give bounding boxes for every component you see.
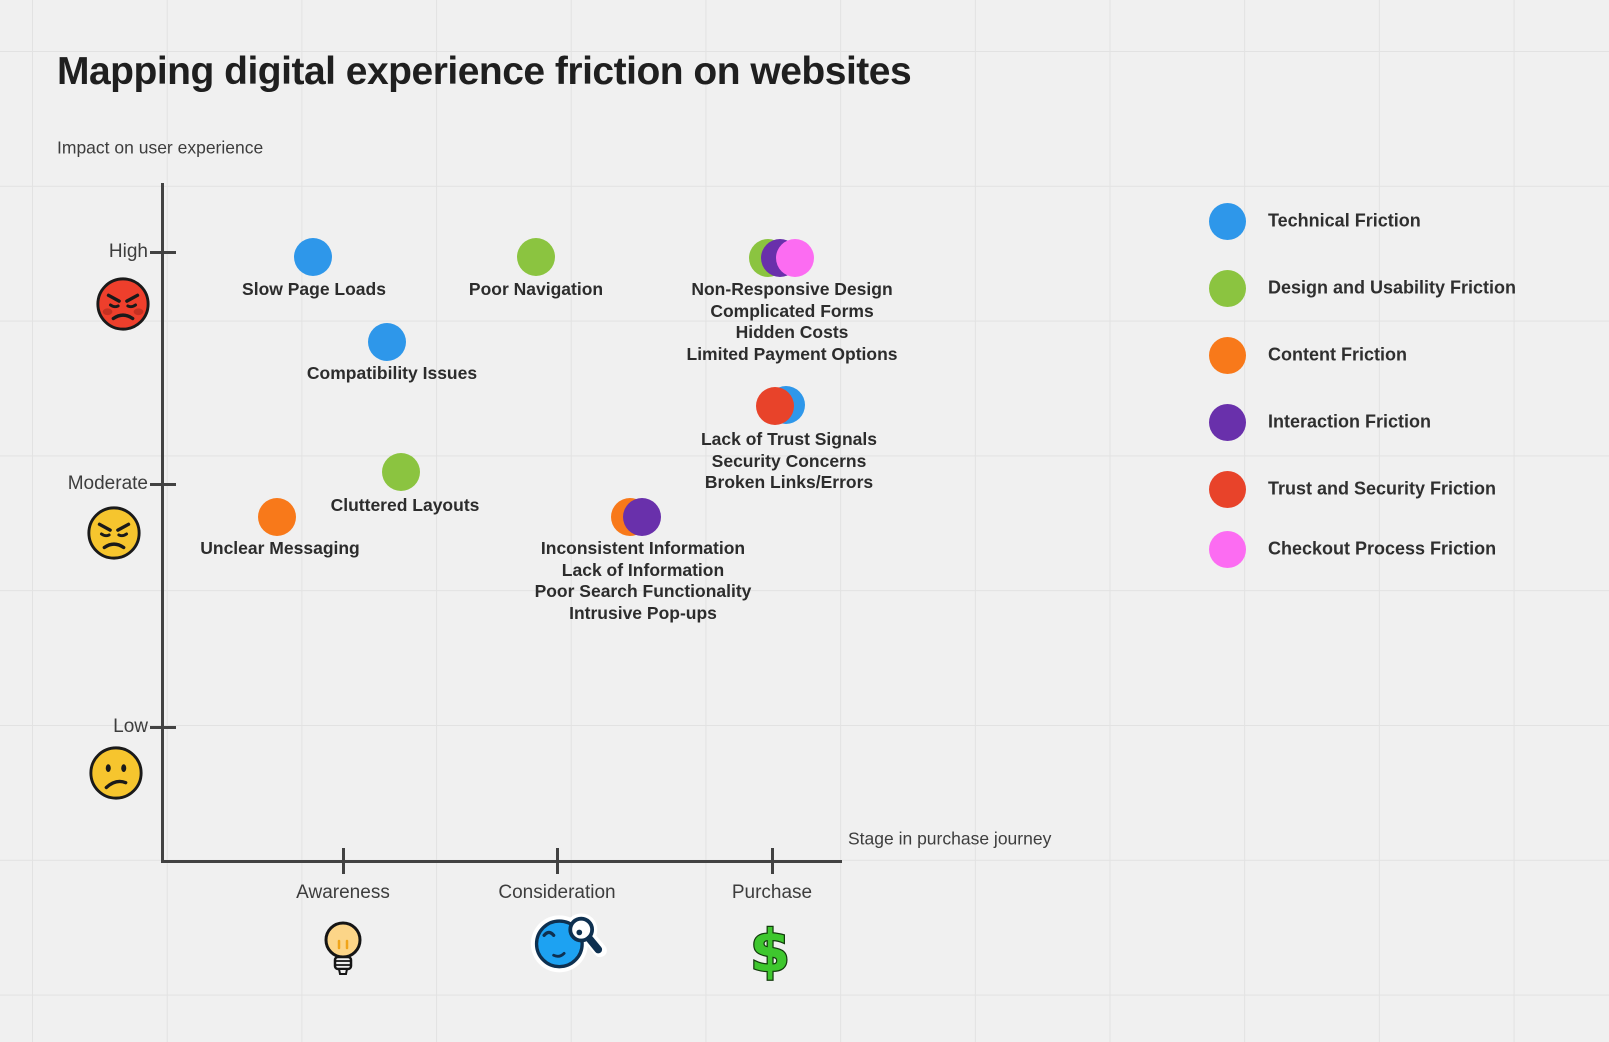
data-point-label-line: Poor Navigation (468, 279, 604, 299)
data-point-label-line: Cluttered Layouts (330, 495, 480, 515)
data-point-label-line: Limited Payment Options (686, 344, 898, 365)
face-with-magnifying-glass-icon (523, 903, 609, 984)
data-point-label-line: Complicated Forms (710, 300, 874, 321)
y-tick-mark (150, 250, 176, 254)
dollar-sign-icon: $ (749, 916, 792, 987)
x-tick-mark (770, 848, 774, 874)
data-point-label: Slow Page Loads (242, 279, 386, 301)
data-point-dot (294, 238, 332, 276)
y-tick-label: Moderate (67, 473, 148, 494)
legend-item-label: Interaction Friction (1268, 411, 1432, 432)
data-point-label-line: Hidden Costs (735, 322, 849, 343)
data-point-dot (776, 239, 814, 277)
confused-face-icon (87, 744, 145, 807)
data-point-dot (756, 387, 794, 425)
x-axis-line (161, 860, 842, 863)
legend-swatch (1208, 470, 1246, 508)
data-point-dot (368, 323, 406, 361)
data-point-dot (517, 238, 555, 276)
x-axis-title: Stage in purchase journey (848, 828, 1052, 849)
data-point-label-line: Lack of Information (561, 559, 725, 580)
legend-item-label: Technical Friction (1268, 210, 1421, 231)
data-point-label-line: Slow Page Loads (242, 279, 386, 299)
data-point-label: Unclear Messaging (200, 538, 360, 560)
legend-swatch (1208, 336, 1246, 374)
legend-swatch (1208, 202, 1246, 240)
x-tick-label: Consideration (498, 882, 616, 903)
legend-item-label: Content Friction (1268, 344, 1407, 365)
data-point-label: Cluttered Layouts (331, 495, 480, 517)
angry-face-icon (85, 504, 143, 567)
chart-title: Mapping digital experience friction on w… (57, 50, 912, 93)
legend-swatch (1208, 530, 1246, 568)
data-point-label-line: Non-Responsive Design (691, 279, 893, 299)
y-tick-label: High (108, 241, 148, 262)
data-point-label: Inconsistent Information Lack of Informat… (535, 538, 752, 625)
data-point-label-line: Unclear Messaging (200, 538, 360, 558)
x-tick-label: Awareness (296, 882, 390, 903)
x-tick-mark (555, 848, 559, 874)
y-axis-title: Impact on user experience (57, 137, 264, 158)
legend-item-label: Design and Usability Friction (1268, 277, 1517, 298)
data-point-label: Lack of Trust Signals Security Concerns Br… (701, 429, 877, 494)
data-point-dot (258, 498, 296, 536)
legend-swatch (1208, 269, 1246, 307)
data-point-label-line: Poor Search Functionality (534, 581, 752, 602)
data-point-label-line: Security Concerns (711, 450, 867, 471)
data-point-label: Compatibility Issues (307, 363, 477, 385)
legend-swatch (1208, 403, 1246, 441)
y-tick-mark (150, 725, 176, 729)
x-tick-label: Purchase (731, 882, 813, 903)
data-point-label: Poor Navigation (469, 279, 603, 301)
x-tick-mark (341, 848, 345, 874)
y-tick-mark (150, 482, 176, 486)
data-point-label-line: Inconsistent Information (540, 538, 746, 558)
data-point-label-line: Broken Links/Errors (704, 472, 874, 493)
legend-item-label: Trust and Security Friction (1268, 478, 1497, 499)
data-point-dot (623, 498, 661, 536)
data-point-label-line: Lack of Trust Signals (700, 429, 878, 449)
legend-item-label: Checkout Process Friction (1268, 538, 1497, 559)
data-point-label-line: Compatibility Issues (306, 363, 478, 383)
enraged-face-icon (94, 275, 152, 338)
y-axis-line (161, 183, 164, 863)
svg-text:$: $ (750, 918, 790, 982)
data-point-dot (382, 453, 420, 491)
y-tick-label: Low (113, 716, 148, 737)
data-point-label: Non-Responsive Design Complicated Forms Hi… (687, 279, 898, 366)
light-bulb-icon (322, 918, 364, 987)
data-point-label-line: Intrusive Pop-ups (569, 603, 717, 624)
